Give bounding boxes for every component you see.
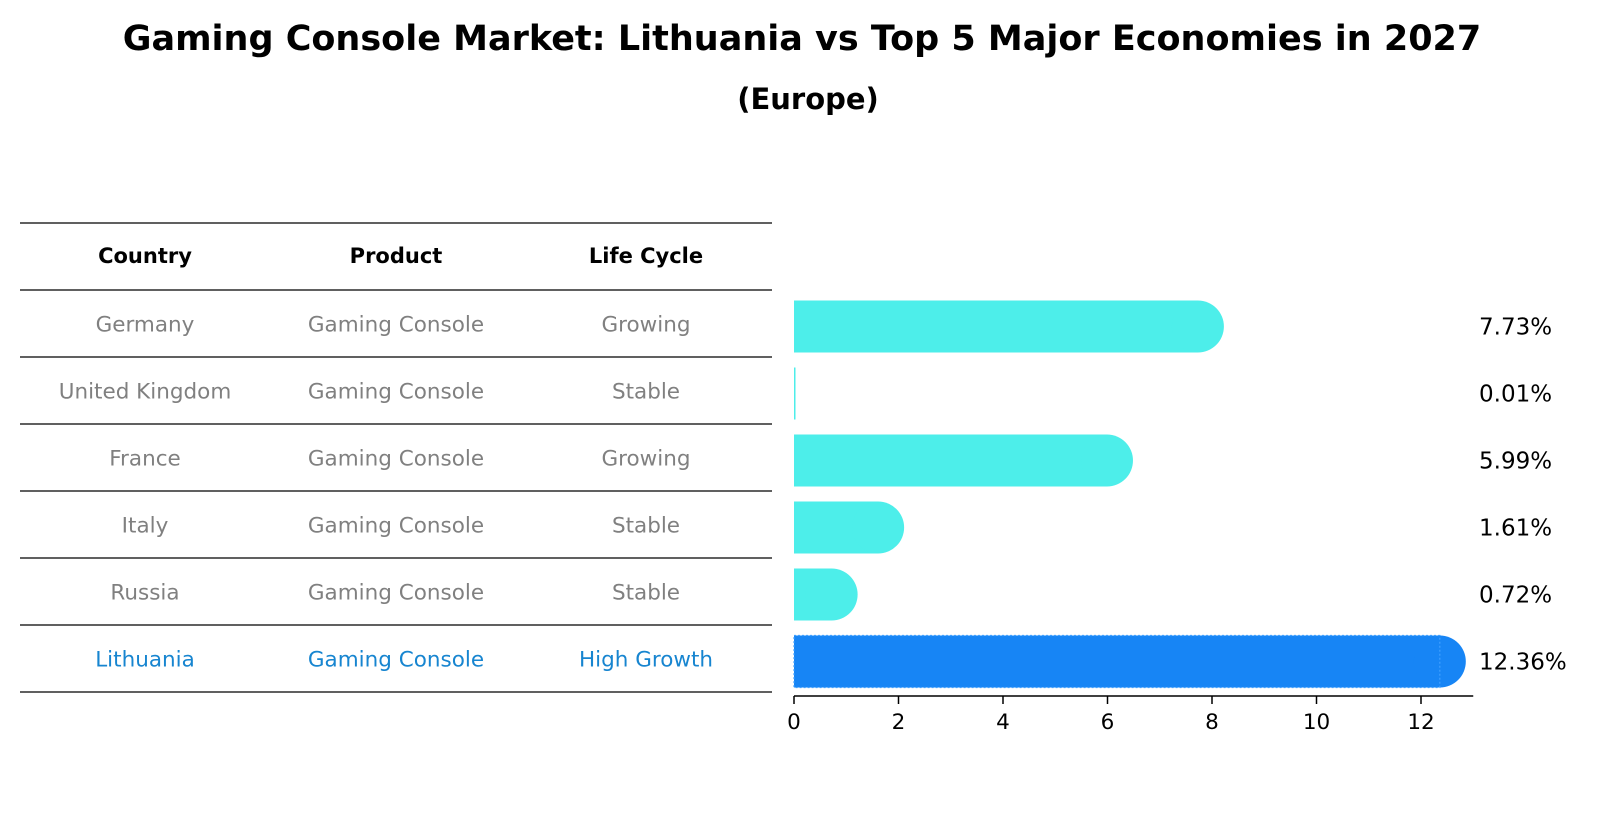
x-tick-label: 8 xyxy=(1205,710,1219,735)
bar xyxy=(794,300,1224,353)
table-cell: Stable xyxy=(612,514,680,539)
bar-value-label: 0.72% xyxy=(1479,583,1552,609)
table-cell: Growing xyxy=(601,313,690,338)
bar-body xyxy=(794,300,1198,353)
value-labels: 7.73% 0.01% 5.99% 1.61% 0.72% 12.36% xyxy=(1479,315,1567,676)
bar-body xyxy=(794,635,1440,688)
table-header-cell: Product xyxy=(350,244,443,268)
chart-title: Gaming Console Market: Lithuania vs Top … xyxy=(123,19,1482,59)
x-tick-label: 12 xyxy=(1407,710,1434,735)
bar-body xyxy=(794,434,1107,487)
table-cell: Gaming Console xyxy=(308,313,484,338)
bar-highlight-outline xyxy=(793,634,1441,689)
bar-cap xyxy=(1171,300,1224,353)
bar xyxy=(794,568,858,621)
bar xyxy=(794,434,1133,487)
table-cell: France xyxy=(109,447,181,472)
bar xyxy=(794,367,796,420)
bar xyxy=(794,501,905,554)
bar-body xyxy=(794,367,796,420)
x-tick-label: 2 xyxy=(892,710,906,735)
bar-cap xyxy=(805,568,858,621)
bar-value-label: 0.01% xyxy=(1479,382,1552,408)
bar-cap xyxy=(1413,635,1466,688)
bar-value-label: 12.36% xyxy=(1479,650,1567,676)
bar-value-label: 1.61% xyxy=(1479,516,1552,542)
table-cell: Russia xyxy=(110,581,179,606)
table-cell: Growing xyxy=(601,447,690,472)
table-cell: Gaming Console xyxy=(308,380,484,405)
x-axis: 0 2 4 6 8 10 12 xyxy=(787,695,1474,735)
table-cell: Lithuania xyxy=(95,648,195,673)
table-cell: Stable xyxy=(612,581,680,606)
table-header-cell: Life Cycle xyxy=(589,244,703,268)
table-cell: High Growth xyxy=(579,648,713,673)
bar-value-label: 7.73% xyxy=(1479,315,1552,341)
table-header-cell: Country xyxy=(98,244,192,268)
x-tick-label: 6 xyxy=(1101,710,1115,735)
bar-value-label: 5.99% xyxy=(1479,449,1552,475)
x-tick-label: 10 xyxy=(1303,710,1330,735)
table-cell: Gaming Console xyxy=(308,447,484,472)
bar xyxy=(793,634,1466,689)
table-cell: United Kingdom xyxy=(59,380,232,405)
x-tick-label: 4 xyxy=(996,710,1010,735)
data-table: Country Product Life Cycle Germany Gaming Co… xyxy=(20,222,772,693)
table-cell: Stable xyxy=(612,380,680,405)
x-tick-label: 0 xyxy=(787,710,801,735)
chart-subtitle: (Europe) xyxy=(737,82,879,116)
table-cell: Gaming Console xyxy=(308,648,484,673)
table-cell: Italy xyxy=(122,514,169,539)
table-cell: Germany xyxy=(96,313,195,338)
table-cell: Gaming Console xyxy=(308,581,484,606)
bar-plot xyxy=(793,300,1466,689)
table-cell: Gaming Console xyxy=(308,514,484,539)
bar-cap xyxy=(852,501,905,554)
bar-cap xyxy=(1080,434,1133,487)
